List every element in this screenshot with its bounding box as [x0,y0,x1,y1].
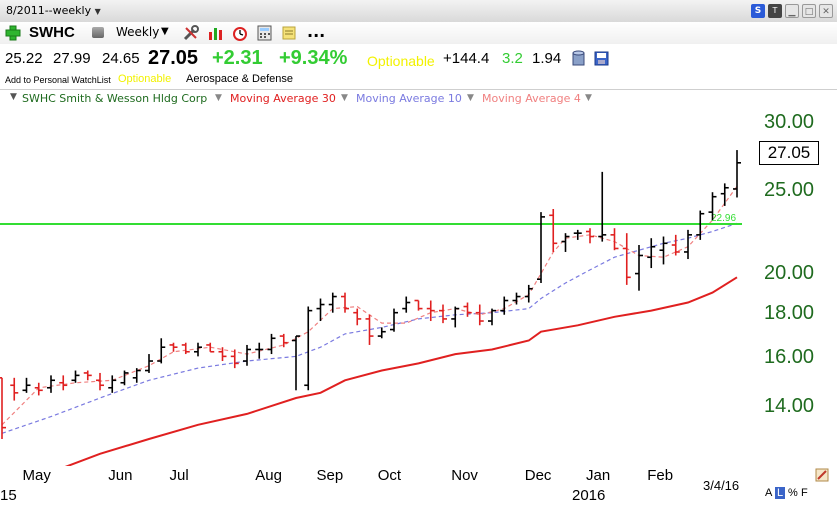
horizontal-line-label: 22.96 [711,213,736,224]
close-icon[interactable]: ✕ [819,4,833,18]
chart-style-icon[interactable] [207,24,225,42]
quote-row-bg [0,44,837,72]
legend-expand-icon[interactable]: ▼ [10,92,17,102]
quote-change-pct: +9.34% [279,47,348,69]
window-title[interactable]: 8/2011--weekly ▼ [6,4,101,17]
scale-auto-button[interactable]: A [765,487,773,499]
industry-label[interactable]: Aerospace & Defense [186,73,294,85]
scale-log-button[interactable]: L [775,487,786,499]
y-tick-label: 14.00 [764,395,815,418]
link-s-icon[interactable]: S [751,4,765,18]
chevron-down-icon[interactable]: ▼ [94,7,101,16]
quote-low: 24.65 [102,50,140,67]
period-dropdown-icon[interactable]: ▼ [161,26,169,37]
x-tick-label: Jan [586,467,611,484]
window-title-text: 8/2011--weekly [6,4,92,17]
window-buttons: S T ▁ □ ✕ [751,4,833,18]
x-year-label: 2016 [572,487,606,504]
y-tick-label: 25.00 [764,179,815,202]
window-titlebar: 8/2011--weekly ▼ S T ▁ □ ✕ [0,0,837,23]
tv-icon[interactable]: T [768,4,782,18]
x-tick-label: Jun [108,467,133,484]
y-tick-label: 30.00 [764,111,815,134]
legend-series-ma10[interactable]: Moving Average 10 [356,92,462,105]
legend-price-caret[interactable]: ▼ [215,93,222,103]
quote-stat-3: 1.94 [532,50,562,67]
optionable-tag: Optionable [367,53,435,69]
minimize-icon[interactable]: ▁ [785,4,799,18]
scale-percent-button[interactable]: % [788,487,798,499]
quote-last: 27.05 [148,47,199,69]
quote-high: 27.99 [53,50,91,67]
x-year-label: 15 [0,487,17,504]
save-icon[interactable] [594,51,609,66]
info-row-bg [0,72,837,90]
x-tick-label: May [22,467,51,484]
toolbar: SWHC Weekly ▼ ... [0,22,837,44]
quote-open: 25.22 [5,50,43,67]
x-tick-label: Oct [377,467,402,484]
x-tick-label: Nov [451,467,478,484]
x-tick-label: Jul [169,467,189,484]
legend-series-ma4[interactable]: Moving Average 4 [482,92,581,105]
legend-ma4-caret[interactable]: ▼ [585,93,592,103]
symbol-lookup-icon[interactable] [92,27,104,38]
quote-stat-1: +144.4 [443,50,490,67]
legend-ma30-caret[interactable]: ▼ [341,93,348,103]
last-price-label: 27.05 [759,141,819,165]
scale-fixed-button[interactable]: F [801,487,808,499]
notes-icon[interactable] [280,24,298,42]
x-tick-label: Sep [316,467,344,484]
info-optionable: Optionable [118,73,172,85]
quote-stat-2: 3.2 [502,50,523,67]
ma30-line [64,276,738,466]
add-symbol-icon[interactable] [5,25,21,41]
draw-pencil-icon[interactable] [815,468,829,482]
chart-legend: ▼ SWHC Smith & Wesson Hldg Corp ▼ Moving… [0,90,760,106]
maximize-icon[interactable]: □ [802,4,816,18]
quote-change: +2.31 [212,47,263,69]
x-tick-label: Feb [647,467,674,484]
y-tick-label: 18.00 [764,301,815,324]
x-tick-label: Dec [524,467,552,484]
more-button[interactable]: ... [307,22,326,41]
x-axis-end-date: 3/4/16 [703,478,740,493]
x-tick-label: Aug [255,467,282,484]
add-watchlist-link[interactable]: Add to Personal WatchList [5,75,111,85]
y-tick-label: 20.00 [764,262,815,285]
symbol-field[interactable]: SWHC [29,24,75,41]
period-select[interactable]: Weekly [116,25,160,39]
legend-ma10-caret[interactable]: ▼ [467,93,474,103]
database-icon[interactable] [572,50,586,66]
price-chart[interactable]: 22.96 [0,106,760,466]
calculator-icon[interactable] [256,24,274,42]
y-tick-label: 16.00 [764,345,815,368]
legend-series-price[interactable]: SWHC Smith & Wesson Hldg Corp [22,92,208,105]
legend-series-ma30[interactable]: Moving Average 30 [230,92,336,105]
tools-icon[interactable] [182,24,200,42]
alarm-clock-icon[interactable] [231,24,249,42]
